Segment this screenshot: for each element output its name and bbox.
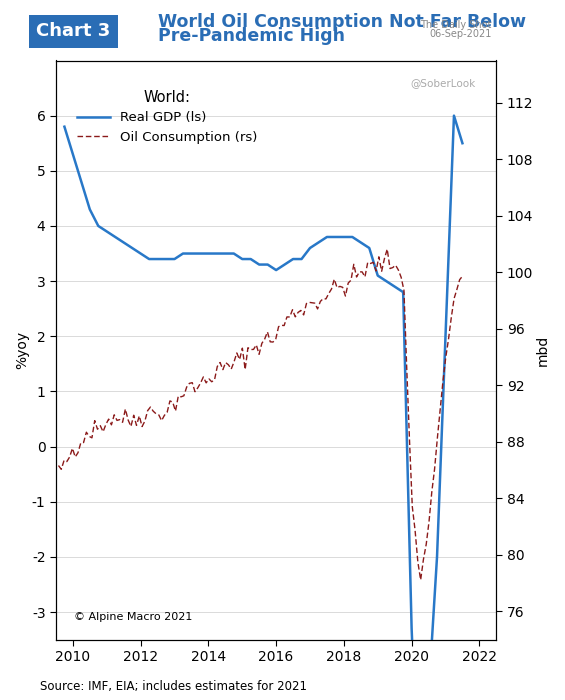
Text: The Daily Shot: The Daily Shot [420, 20, 492, 29]
Y-axis label: mbd: mbd [536, 335, 550, 365]
Y-axis label: %yoy: %yoy [15, 331, 29, 369]
Text: Chart 3: Chart 3 [36, 22, 111, 41]
Legend: Real GDP (ls), Oil Consumption (rs): Real GDP (ls), Oil Consumption (rs) [71, 85, 263, 149]
Text: Source: IMF, EIA; includes estimates for 2021: Source: IMF, EIA; includes estimates for… [40, 680, 307, 693]
Text: @SoberLook: @SoberLook [411, 78, 476, 88]
Text: Pre-Pandemic High: Pre-Pandemic High [158, 27, 345, 46]
Text: © Alpine Macro 2021: © Alpine Macro 2021 [73, 612, 192, 622]
Text: 06-Sep-2021: 06-Sep-2021 [429, 29, 492, 38]
Text: World Oil Consumption Not Far Below: World Oil Consumption Not Far Below [158, 13, 526, 32]
